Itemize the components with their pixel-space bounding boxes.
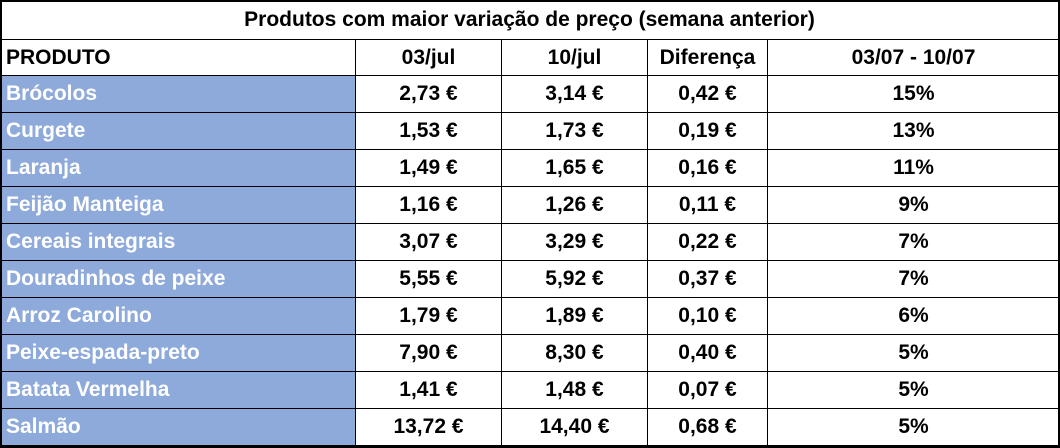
value-cell: 5% — [768, 409, 1060, 446]
value-cell: 7% — [768, 261, 1060, 298]
value-cell: 0,07 € — [648, 372, 768, 409]
value-cell: 0,42 € — [648, 76, 768, 113]
value-cell: 11% — [768, 150, 1060, 187]
header-cell: Diferença — [648, 40, 768, 76]
value-cell: 1,65 € — [502, 150, 648, 187]
value-cell: 13,72 € — [356, 409, 502, 446]
value-cell: 2,73 € — [356, 76, 502, 113]
product-cell: Peixe-espada-preto — [0, 335, 356, 372]
value-cell: 7,90 € — [356, 335, 502, 372]
value-cell: 3,07 € — [356, 224, 502, 261]
value-cell: 8,30 € — [502, 335, 648, 372]
table-title: Produtos com maior variação de preço (se… — [0, 0, 1060, 40]
value-cell: 6% — [768, 298, 1060, 335]
header-cell: PRODUTO — [0, 40, 356, 76]
value-cell: 0,10 € — [648, 298, 768, 335]
value-cell: 1,89 € — [502, 298, 648, 335]
value-cell: 0,19 € — [648, 113, 768, 150]
value-cell: 14,40 € — [502, 409, 648, 446]
value-cell: 0,37 € — [648, 261, 768, 298]
value-cell: 9% — [768, 187, 1060, 224]
value-cell: 15% — [768, 76, 1060, 113]
product-cell: Batata Vermelha — [0, 372, 356, 409]
product-cell: Curgete — [0, 113, 356, 150]
product-cell: Salmão — [0, 409, 356, 446]
value-cell: 5,92 € — [502, 261, 648, 298]
value-cell: 1,49 € — [356, 150, 502, 187]
header-cell: 03/07 - 10/07 — [768, 40, 1060, 76]
value-cell: 1,53 € — [356, 113, 502, 150]
value-cell: 1,26 € — [502, 187, 648, 224]
value-cell: 5,55 € — [356, 261, 502, 298]
value-cell: 1,41 € — [356, 372, 502, 409]
value-cell: 0,40 € — [648, 335, 768, 372]
value-cell: 3,29 € — [502, 224, 648, 261]
header-cell: 03/jul — [356, 40, 502, 76]
product-cell: Douradinhos de peixe — [0, 261, 356, 298]
value-cell: 5% — [768, 372, 1060, 409]
product-cell: Brócolos — [0, 76, 356, 113]
header-cell: 10/jul — [502, 40, 648, 76]
product-cell: Arroz Carolino — [0, 298, 356, 335]
value-cell: 1,79 € — [356, 298, 502, 335]
value-cell: 3,14 € — [502, 76, 648, 113]
value-cell: 1,48 € — [502, 372, 648, 409]
value-cell: 0,22 € — [648, 224, 768, 261]
product-cell: Laranja — [0, 150, 356, 187]
value-cell: 13% — [768, 113, 1060, 150]
value-cell: 0,68 € — [648, 409, 768, 446]
value-cell: 7% — [768, 224, 1060, 261]
value-cell: 0,11 € — [648, 187, 768, 224]
value-cell: 1,16 € — [356, 187, 502, 224]
value-cell: 5% — [768, 335, 1060, 372]
value-cell: 1,73 € — [502, 113, 648, 150]
product-cell: Feijão Manteiga — [0, 187, 356, 224]
value-cell: 0,16 € — [648, 150, 768, 187]
product-cell: Cereais integrais — [0, 224, 356, 261]
